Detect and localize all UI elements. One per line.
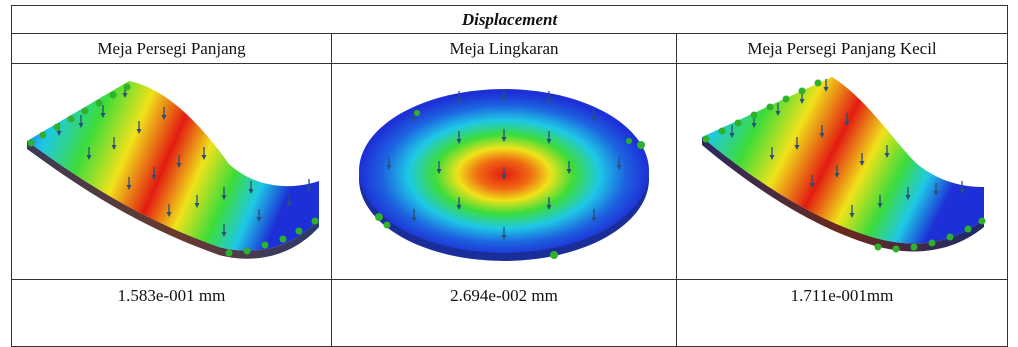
fixture-markers — [27, 83, 319, 257]
displacement-value-small-rectangular: 1.711e-001mm — [790, 286, 894, 305]
rectangular-table-displacement-plot — [27, 81, 319, 259]
small-rectangular-table-displacement-plot — [702, 77, 986, 253]
displacement-table: Displacement Meja Persegi Panjang Meja L… — [10, 5, 1009, 347]
column-header-rectangular: Meja Persegi Panjang — [11, 33, 332, 64]
fixture-markers-circular — [375, 110, 645, 259]
column-header-small-rectangular: Meja Persegi Panjang Kecil — [675, 33, 1009, 64]
table-title: Displacement — [10, 5, 1009, 34]
image-cell-rectangular — [11, 63, 332, 280]
value-cell-rectangular: 1.583e-001 mm — [11, 279, 332, 347]
column-header-circular: Meja Lingkaran — [331, 33, 677, 64]
fixture-markers-small — [702, 79, 986, 253]
circular-table-displacement-plot — [359, 89, 649, 261]
displacement-value-circular: 2.694e-002 mm — [450, 286, 558, 305]
value-cell-small-rectangular: 1.711e-001mm — [675, 279, 1009, 347]
displacement-value-rectangular: 1.583e-001 mm — [117, 286, 226, 305]
value-cell-circular: 2.694e-002 mm — [331, 279, 677, 347]
image-cell-circular — [331, 63, 677, 280]
image-cell-small-rectangular — [675, 63, 1009, 280]
